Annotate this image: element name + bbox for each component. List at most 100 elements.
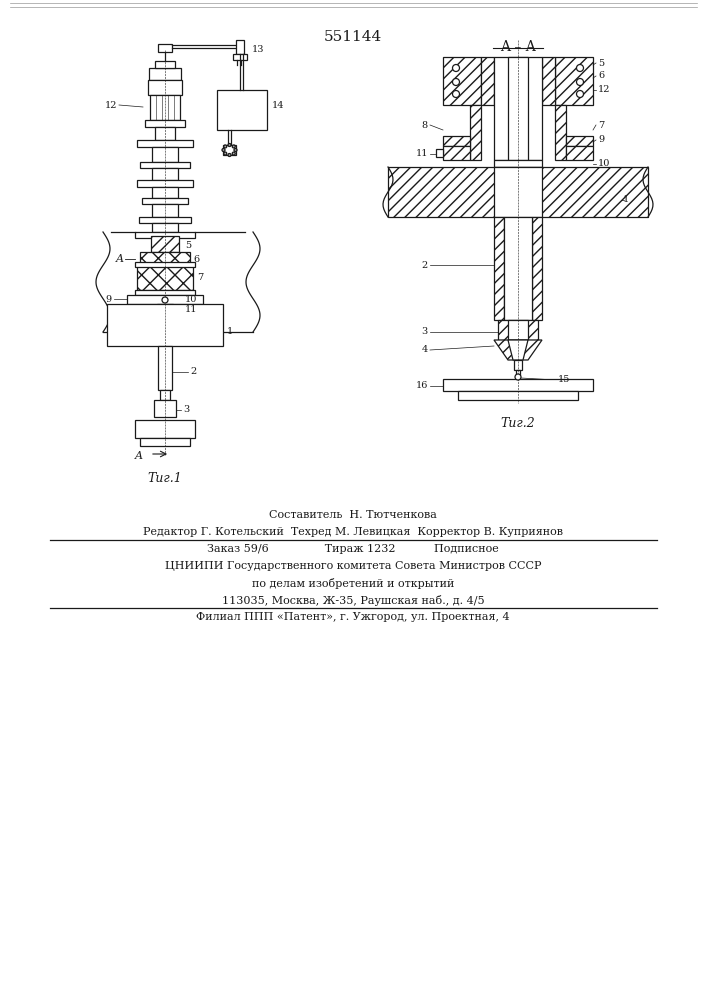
Text: 13: 13 (252, 45, 264, 54)
Text: Τиг.2: Τиг.2 (501, 417, 535, 430)
Bar (152, 223, 178, 232)
Text: 15: 15 (558, 375, 571, 384)
Text: Редактор Г. Котельский  Техред М. Левицкая  Корректор В. Куприянов: Редактор Г. Котельский Техред М. Левицка… (143, 527, 563, 537)
Bar (443, 379, 593, 391)
Text: 551144: 551144 (324, 30, 382, 44)
Bar (107, 304, 223, 346)
Bar (151, 236, 179, 252)
Bar (140, 438, 190, 446)
Bar (152, 147, 178, 162)
Bar (514, 360, 522, 370)
Polygon shape (508, 340, 528, 360)
Bar (140, 252, 190, 266)
Bar (458, 391, 578, 400)
Circle shape (223, 152, 227, 155)
Bar (443, 136, 470, 146)
Bar (233, 54, 247, 60)
Circle shape (228, 153, 231, 156)
Text: 3: 3 (183, 406, 189, 414)
Text: 11: 11 (416, 149, 428, 158)
Bar (137, 266, 193, 290)
Text: 3: 3 (422, 328, 428, 336)
Bar (217, 90, 267, 130)
Bar (157, 304, 173, 314)
Bar (155, 61, 175, 68)
Bar (149, 68, 181, 80)
Text: A: A (135, 451, 143, 461)
Text: 8: 8 (422, 120, 428, 129)
Circle shape (162, 297, 168, 303)
Circle shape (452, 64, 460, 72)
Bar (139, 217, 191, 223)
Text: 14: 14 (272, 101, 284, 109)
Bar (140, 162, 190, 168)
Circle shape (576, 79, 583, 86)
Text: 4: 4 (422, 346, 428, 355)
Text: 10: 10 (185, 296, 197, 304)
Text: 7: 7 (598, 120, 604, 129)
Bar (158, 44, 172, 52)
Circle shape (228, 143, 231, 146)
Bar (155, 127, 175, 140)
Circle shape (232, 145, 235, 148)
Bar (135, 290, 195, 295)
Text: 1: 1 (227, 328, 233, 336)
Circle shape (222, 148, 225, 151)
Text: Τиг.1: Τиг.1 (148, 472, 182, 485)
Bar (494, 57, 542, 160)
Bar (160, 390, 170, 400)
Circle shape (234, 148, 237, 151)
Circle shape (232, 152, 235, 155)
Text: Заказ 59/6                Тираж 1232           Подписное: Заказ 59/6 Тираж 1232 Подписное (207, 544, 499, 554)
Bar (135, 232, 195, 238)
Text: 6: 6 (598, 72, 604, 81)
Bar (508, 320, 528, 340)
Bar (494, 167, 542, 217)
Text: 12: 12 (598, 86, 611, 95)
Circle shape (576, 91, 583, 98)
Text: 113035, Москва, Ж-35, Раушская наб., д. 4/5: 113035, Москва, Ж-35, Раушская наб., д. … (222, 595, 484, 606)
Bar (127, 295, 203, 304)
Bar (135, 262, 195, 267)
Bar (150, 95, 180, 120)
Bar (566, 136, 593, 146)
Text: Филиал ППП «Патент», г. Ужгород, ул. Проектная, 4: Филиал ППП «Патент», г. Ужгород, ул. Про… (196, 612, 510, 622)
Bar (508, 57, 528, 160)
Bar (154, 400, 176, 417)
Bar (504, 217, 532, 320)
Text: 16: 16 (416, 381, 428, 390)
Bar (148, 80, 182, 95)
Bar (542, 57, 555, 105)
Text: Составитель  Н. Тютченкова: Составитель Н. Тютченкова (269, 510, 437, 520)
Bar (137, 180, 193, 187)
Text: 1: 1 (623, 196, 629, 205)
Polygon shape (494, 340, 542, 360)
Circle shape (452, 91, 460, 98)
Bar (152, 204, 178, 217)
Bar (516, 370, 520, 375)
Bar (498, 320, 538, 340)
Circle shape (452, 79, 460, 86)
Bar (443, 146, 470, 160)
Bar (443, 57, 481, 105)
Bar (555, 105, 566, 160)
Bar (152, 187, 178, 198)
Bar (555, 57, 593, 105)
Bar (142, 198, 188, 204)
Text: ЦНИИПИ Государственного комитета Совета Министров СССР: ЦНИИПИ Государственного комитета Совета … (165, 561, 542, 571)
Bar (135, 420, 195, 438)
Bar (566, 146, 593, 160)
Text: 9: 9 (106, 294, 112, 304)
Text: 9: 9 (598, 135, 604, 144)
Text: по делам изобретений и открытий: по делам изобретений и открытий (252, 578, 454, 589)
Circle shape (576, 64, 583, 72)
Circle shape (515, 374, 521, 380)
Text: 6: 6 (193, 255, 199, 264)
Text: 5: 5 (598, 58, 604, 68)
Bar (470, 105, 481, 160)
Circle shape (223, 145, 227, 148)
Bar (388, 167, 648, 217)
Text: A – A: A – A (500, 40, 536, 54)
Bar (481, 57, 494, 105)
Bar (158, 346, 172, 390)
